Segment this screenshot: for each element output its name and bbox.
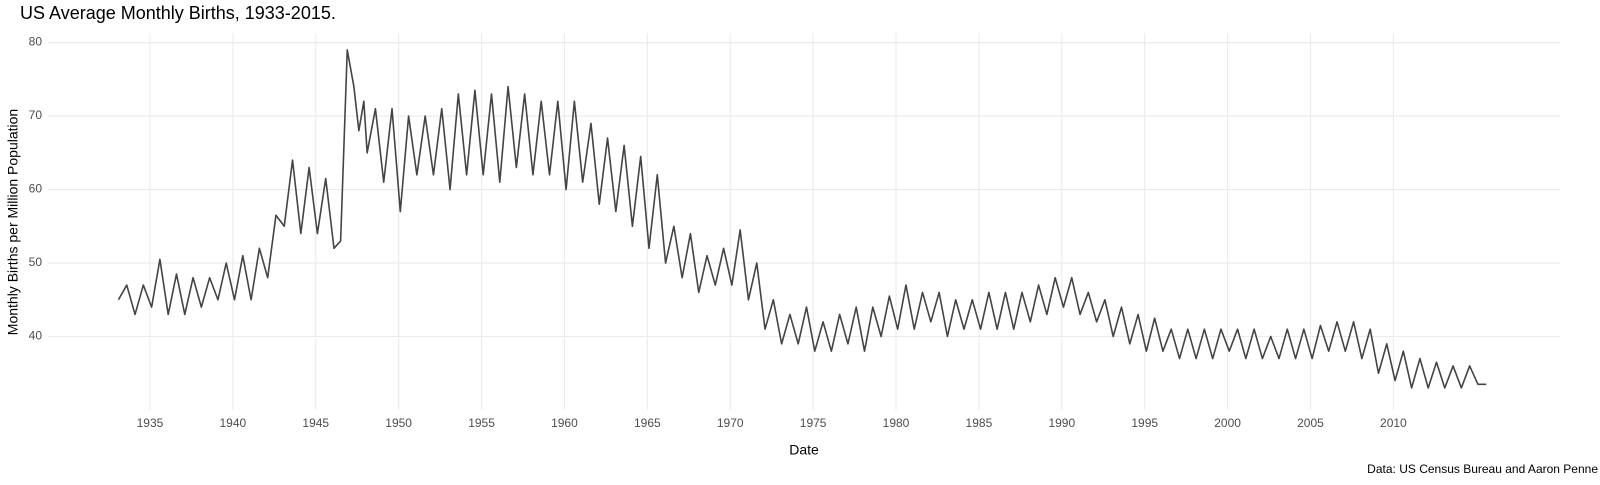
chart-title: US Average Monthly Births, 1933-2015. xyxy=(20,3,336,23)
x-tick-label: 2000 xyxy=(1214,416,1241,430)
y-tick-label: 70 xyxy=(29,108,43,122)
y-tick-label: 50 xyxy=(29,255,43,269)
y-tick-label: 40 xyxy=(29,329,43,343)
x-tick-label: 1965 xyxy=(634,416,661,430)
x-tick-label: 1955 xyxy=(468,416,495,430)
x-tick-label: 1970 xyxy=(717,416,744,430)
caption: Data: US Census Bureau and Aaron Penne xyxy=(1367,462,1598,476)
x-axis-label: Date xyxy=(789,442,819,458)
y-tick-label: 60 xyxy=(29,182,43,196)
x-tick-label: 1985 xyxy=(966,416,993,430)
x-tick-label: 1995 xyxy=(1131,416,1158,430)
x-tick-label: 1950 xyxy=(385,416,412,430)
x-tick-label: 2005 xyxy=(1297,416,1324,430)
x-tick-label: 1980 xyxy=(883,416,910,430)
x-tick-label: 1960 xyxy=(551,416,578,430)
line xyxy=(117,49,1487,389)
x-tick-label: 1940 xyxy=(220,416,247,430)
x-tick-label: 1990 xyxy=(1048,416,1075,430)
x-tick-label: 2010 xyxy=(1380,416,1407,430)
y-axis-label: Monthly Births per Million Population xyxy=(5,109,21,335)
x-tick-label: 1945 xyxy=(302,416,329,430)
x-tick-label: 1935 xyxy=(137,416,164,430)
y-tick-label: 80 xyxy=(29,35,43,49)
x-tick-label: 1975 xyxy=(800,416,827,430)
